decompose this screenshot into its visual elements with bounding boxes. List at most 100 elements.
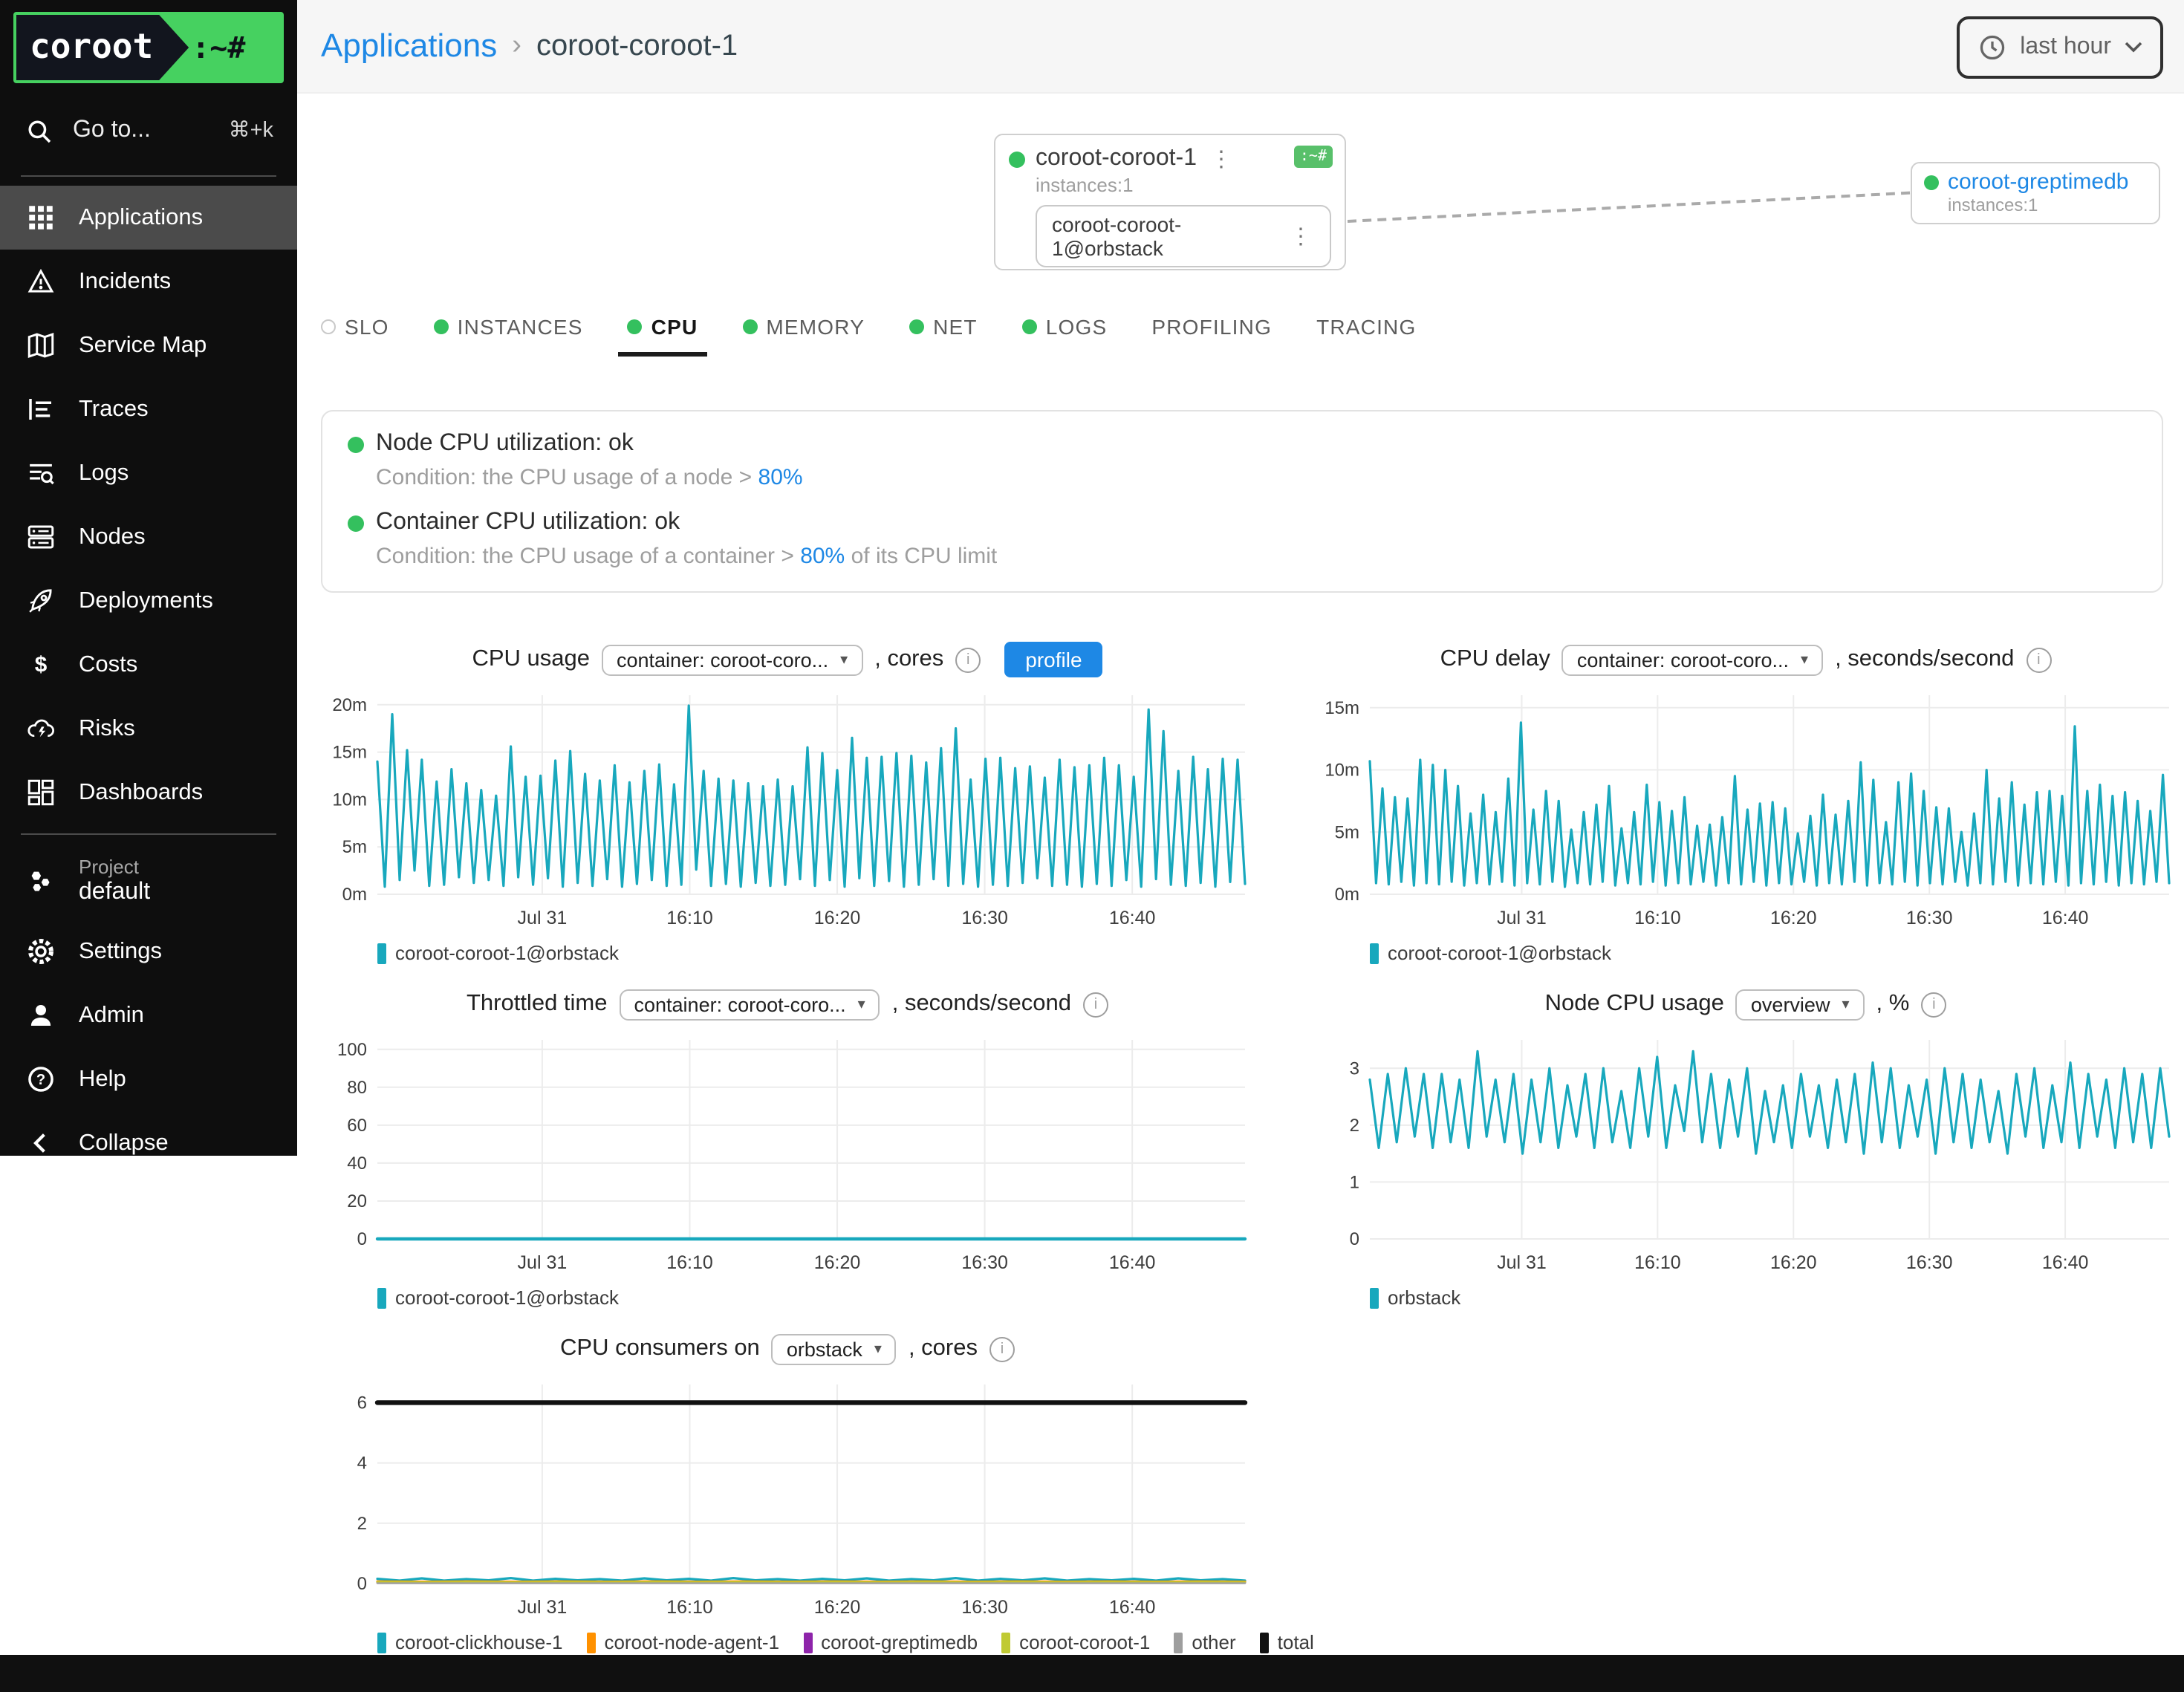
legend-item[interactable]: coroot-coroot-1@orbstack [1370,942,1611,964]
info-icon[interactable]: i [1921,992,1947,1017]
sidebar-item-logs[interactable]: Logs [0,441,297,505]
info-icon[interactable]: i [989,1336,1015,1361]
tab-tracing[interactable]: TRACING [1316,315,1416,339]
sidebar-item-incidents[interactable]: Incidents [0,250,297,313]
caret-down-icon: ▾ [1842,996,1850,1012]
series-selector[interactable]: container: coroot-coro... ▾ [602,644,863,675]
info-icon[interactable]: i [2026,647,2052,672]
time-range-picker[interactable]: last hour [1956,16,2163,79]
traces-icon [29,399,51,420]
project-selector[interactable]: Project default [0,844,297,920]
logs-search-icon [30,463,54,485]
svg-text:40: 40 [347,1154,367,1174]
sidebar-item-label: Risks [79,715,135,741]
legend-swatch [1370,1287,1379,1308]
chart-plot[interactable]: Jul 31 16:10 16:20 16:30 16:40 0 20 40 60 80 100 [321,1028,1254,1281]
profile-button[interactable]: profile [1004,642,1103,677]
chart-legend: coroot-coroot-1@orbstack [321,1286,1254,1309]
tab-net[interactable]: NET [909,315,978,339]
sidebar-item-service-map[interactable]: Service Map [0,313,297,377]
legend-item[interactable]: coroot-greptimedb [803,1631,978,1653]
tab-memory[interactable]: MEMORY [742,315,865,339]
instances-count: instances:1 [1948,195,2038,215]
tab-slo[interactable]: SLO [321,315,389,339]
app-link[interactable]: coroot-greptimedb [1948,169,2129,195]
legend-item[interactable]: total [1259,1631,1314,1653]
tab-logs[interactable]: LOGS [1021,315,1108,339]
tab-cpu[interactable]: CPU [618,315,708,357]
sidebar-item-admin[interactable]: Admin [0,983,297,1047]
kebab-menu-icon[interactable]: ⋮ [1290,224,1312,250]
condition-suffix: of its CPU limit [845,544,998,569]
sidebar-item-costs[interactable]: $ Costs [0,633,297,697]
legend-item[interactable]: coroot-coroot-1@orbstack [377,942,619,964]
sidebar-item-collapse[interactable]: Collapse [0,1111,297,1175]
legend-item[interactable]: coroot-node-agent-1 [586,1631,779,1653]
sidebar-item-label: Traces [79,396,149,421]
sidebar-item-traces[interactable]: Traces [0,377,297,441]
legend-item[interactable]: coroot-clickhouse-1 [377,1631,562,1653]
info-icon[interactable]: i [1083,992,1108,1017]
svg-text:3: 3 [1350,1058,1359,1078]
app-card-coroot-greptimedb[interactable]: coroot-greptimedb instances:1 [1911,162,2160,224]
project-hexagons-icon [31,871,50,891]
check-condition: Condition: the CPU usage of a container … [376,544,2136,569]
legend-item[interactable]: coroot-coroot-1 [1001,1631,1150,1653]
svg-text:15m: 15m [332,743,367,763]
series-selector[interactable]: orbstack ▾ [771,1333,897,1364]
instance-chip[interactable]: coroot-coroot-1@orbstack ⋮ [1036,205,1331,267]
svg-text:16:30: 16:30 [1906,908,1953,928]
sidebar-item-settings[interactable]: Settings [0,920,297,983]
coroot-logo[interactable]: coroot :~# [13,12,284,83]
tab-profiling[interactable]: PROFILING [1151,315,1272,339]
info-icon[interactable]: i [955,647,981,672]
goto-search[interactable]: Go to... ⌘+k [0,95,297,166]
sidebar: coroot :~# Go to... ⌘+k Applications Inc… [0,0,297,1156]
svg-text:20m: 20m [332,695,367,715]
apps-grid-icon [29,206,53,230]
chart-title-row: CPU delay container: coroot-coro... ▾ , s… [1313,639,2178,680]
svg-text:?: ? [36,1072,45,1088]
kebab-menu-icon[interactable]: ⋮ [1210,147,1232,172]
breadcrumb-applications-link[interactable]: Applications [321,27,498,64]
caret-down-icon: ▾ [840,651,848,668]
series-selector[interactable]: container: coroot-coro... ▾ [619,989,880,1020]
chart-node-cpu-usage: Node CPU usage overview ▾ , % i Jul 31 16:… [1313,983,2178,1309]
legend-label: coroot-coroot-1@orbstack [395,942,619,964]
legend-item[interactable]: coroot-coroot-1@orbstack [377,1286,619,1309]
chart-legend: orbstack [1313,1286,2178,1309]
svg-text:16:30: 16:30 [961,908,1008,928]
series-selector[interactable]: overview ▾ [1735,989,1865,1020]
legend-label: total [1277,1631,1314,1653]
condition-threshold[interactable]: 80% [758,465,803,490]
storm-cloud-icon [27,719,54,738]
legend-item[interactable]: other [1174,1631,1236,1653]
condition-threshold[interactable]: 80% [800,544,845,569]
svg-text:15m: 15m [1325,698,1359,718]
chart-title-row: CPU usage container: coroot-coro... ▾ , c… [321,639,1254,680]
svg-text:2: 2 [357,1514,367,1534]
chart-plot[interactable]: Jul 31 16:10 16:20 16:30 16:40 0 1 2 3 [1313,1028,2178,1281]
chart-plot[interactable]: Jul 31 16:10 16:20 16:30 16:40 0m 5m 10m 15m 20m [321,683,1254,936]
app-card-coroot-coroot-1[interactable]: coroot-coroot-1 ⋮ :~# instances:1 coroot… [994,134,1346,270]
check-condition: Condition: the CPU usage of a node > 80% [376,465,2136,490]
sidebar-item-deployments[interactable]: Deployments [0,569,297,633]
svg-text:16:30: 16:30 [1906,1252,1953,1273]
tab-instances[interactable]: INSTANCES [433,315,583,339]
tab-label: NET [933,315,978,339]
sidebar-item-applications[interactable]: Applications [0,186,297,250]
sidebar-item-dashboards[interactable]: Dashboards [0,761,297,824]
svg-text:16:20: 16:20 [814,908,861,928]
sidebar-item-nodes[interactable]: Nodes [0,505,297,569]
legend-item[interactable]: orbstack [1370,1286,1460,1309]
chart-plot[interactable]: Jul 31 16:10 16:20 16:30 16:40 0 2 4 6 [321,1373,1254,1625]
chart-plot[interactable]: Jul 31 16:10 16:20 16:30 16:40 0m 5m 10m 15m [1313,683,2178,936]
svg-text:16:20: 16:20 [1770,1252,1817,1273]
report-tabs: SLO INSTANCES CPU MEMORY NET LOGS PROFIL… [321,315,1416,357]
series-selector[interactable]: container: coroot-coro... ▾ [1561,644,1824,675]
svg-text:20: 20 [347,1191,367,1211]
sidebar-item-risks[interactable]: Risks [0,697,297,761]
check-container-cpu: Container CPU utilization: ok Condition:… [348,510,2136,569]
sidebar-item-help[interactable]: ? Help [0,1047,297,1111]
svg-text:100: 100 [337,1040,367,1060]
